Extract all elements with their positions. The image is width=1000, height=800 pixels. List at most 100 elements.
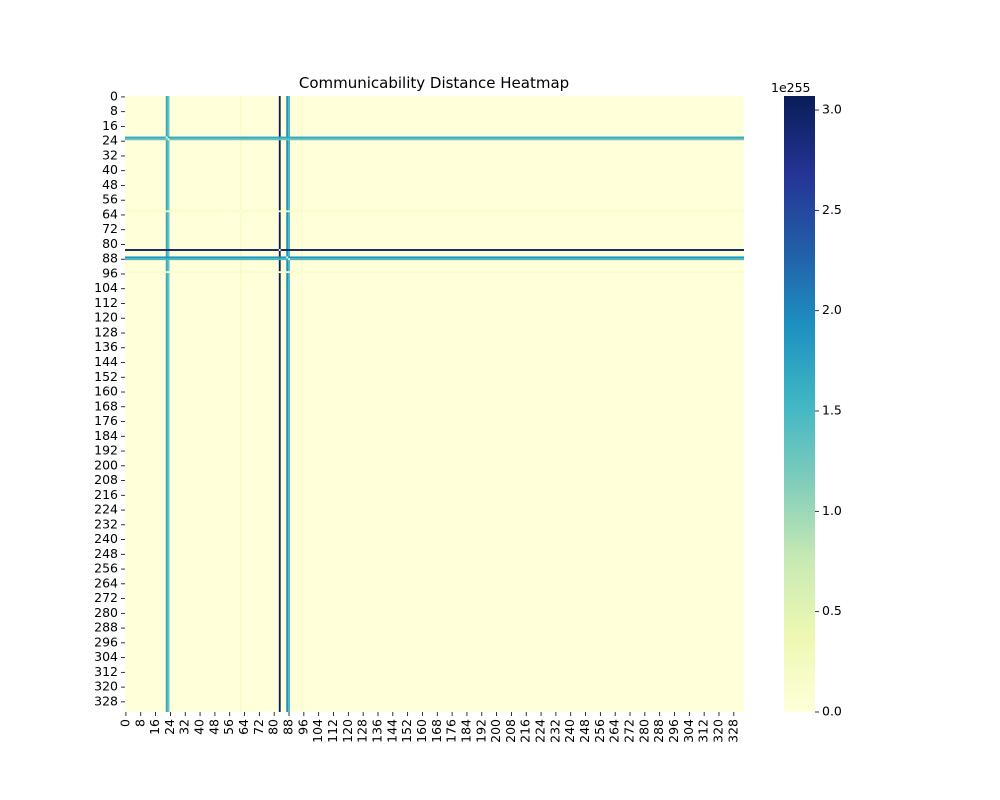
x-tick-label: 24 <box>162 719 177 735</box>
heatmap-diagonal-cell <box>278 249 281 251</box>
x-tick-label: 128 <box>355 719 370 743</box>
y-tick-label: 144 <box>94 354 118 369</box>
y-tick-label: 192 <box>94 443 118 458</box>
x-tick-label: 200 <box>488 719 503 743</box>
y-tick-label: 104 <box>94 280 118 295</box>
y-tick-label: 320 <box>94 679 118 694</box>
x-tick-label: 16 <box>147 719 162 735</box>
y-axis: 0816243240485664728088961041121201281361… <box>94 88 125 708</box>
y-tick-label: 184 <box>94 428 118 443</box>
y-tick-label: 80 <box>102 236 118 251</box>
y-tick-label: 72 <box>102 221 118 236</box>
x-tick-label: 96 <box>295 719 310 735</box>
y-tick-label: 312 <box>94 664 118 679</box>
heatmap-row-band <box>125 258 744 261</box>
y-tick-label: 272 <box>94 590 118 605</box>
x-tick-label: 64 <box>236 719 251 735</box>
y-tick-label: 16 <box>102 118 118 133</box>
x-tick-label: 288 <box>651 719 666 743</box>
heatmap-column-band <box>288 96 290 712</box>
y-tick-label: 328 <box>94 693 118 708</box>
y-tick-label: 152 <box>94 369 118 384</box>
colorbar-tick-label: 1.0 <box>822 503 842 518</box>
y-tick-label: 280 <box>94 605 118 620</box>
x-tick-label: 280 <box>636 719 651 743</box>
y-tick-label: 208 <box>94 472 118 487</box>
colorbar-tick-label: 2.5 <box>822 202 842 217</box>
x-tick-label: 72 <box>251 719 266 735</box>
x-tick-label: 224 <box>533 719 548 743</box>
y-tick-label: 264 <box>94 575 118 590</box>
heatmap-row-band <box>125 271 744 274</box>
y-tick-label: 8 <box>110 103 118 118</box>
heatmap-row-band <box>125 256 744 259</box>
colorbar-tick-label: 1.5 <box>822 403 842 418</box>
y-tick-label: 256 <box>94 561 118 576</box>
y-tick-label: 96 <box>102 265 118 280</box>
x-tick-label: 104 <box>310 719 325 743</box>
colorbar-tick-label: 0.0 <box>822 704 842 719</box>
heatmap-area <box>125 96 744 712</box>
y-tick-label: 296 <box>94 634 118 649</box>
colorbar-tick-label: 3.0 <box>822 102 842 117</box>
y-tick-label: 200 <box>94 457 118 472</box>
heatmap-column-band <box>167 96 170 712</box>
heatmap-diagonal-cell <box>286 256 289 259</box>
heatmap-row-band <box>125 138 744 141</box>
y-tick-label: 120 <box>94 310 118 325</box>
x-tick-label: 272 <box>622 719 637 743</box>
x-tick-label: 184 <box>458 719 473 743</box>
heatmap-diagonal-cell <box>165 136 168 139</box>
x-tick-label: 264 <box>607 719 622 743</box>
x-tick-label: 160 <box>414 719 429 743</box>
x-tick-label: 120 <box>340 719 355 743</box>
x-tick-label: 0 <box>117 719 132 727</box>
y-tick-label: 88 <box>102 251 118 266</box>
heatmap-diagonal-cell <box>239 210 242 213</box>
y-tick-label: 24 <box>102 133 118 148</box>
x-tick-label: 328 <box>725 719 740 743</box>
colorbar-exponent: 1e255 <box>771 80 811 95</box>
y-tick-label: 40 <box>102 162 118 177</box>
x-tick-label: 8 <box>132 719 147 727</box>
colorbar-tick-label: 2.0 <box>822 302 842 317</box>
chart-title: Communicability Distance Heatmap <box>299 74 569 92</box>
x-tick-label: 176 <box>444 719 459 743</box>
y-tick-label: 168 <box>94 398 118 413</box>
heatmap-column-band <box>286 96 289 712</box>
heatmap-column-band <box>301 96 303 712</box>
heatmap-diagonal-cell <box>301 271 303 274</box>
x-tick-label: 232 <box>547 719 562 743</box>
x-tick-label: 168 <box>429 719 444 743</box>
heatmap-column-band <box>165 96 168 712</box>
x-tick-label: 320 <box>710 719 725 743</box>
y-tick-label: 232 <box>94 516 118 531</box>
y-tick-label: 288 <box>94 620 118 635</box>
colorbar-gradient <box>784 96 815 712</box>
y-tick-label: 240 <box>94 531 118 546</box>
x-tick-label: 304 <box>681 719 696 743</box>
x-tick-label: 152 <box>399 719 414 743</box>
y-tick-label: 248 <box>94 546 118 561</box>
heatmap-column-band <box>278 96 281 712</box>
y-tick-label: 128 <box>94 324 118 339</box>
y-tick-label: 0 <box>110 88 118 103</box>
x-tick-label: 256 <box>592 719 607 743</box>
y-tick-label: 56 <box>102 192 118 207</box>
heatmap-diagonal-cell <box>288 258 290 261</box>
y-tick-label: 64 <box>102 206 118 221</box>
x-tick-label: 112 <box>325 719 340 743</box>
x-tick-label: 240 <box>562 719 577 743</box>
y-tick-label: 216 <box>94 487 118 502</box>
x-tick-label: 312 <box>696 719 711 743</box>
x-tick-label: 208 <box>503 719 518 743</box>
x-tick-label: 32 <box>177 719 192 735</box>
x-tick-label: 80 <box>266 719 281 735</box>
x-tick-label: 136 <box>369 719 384 743</box>
x-tick-label: 40 <box>192 719 207 735</box>
x-tick-label: 296 <box>666 719 681 743</box>
y-tick-label: 48 <box>102 177 118 192</box>
y-tick-label: 304 <box>94 649 118 664</box>
y-tick-label: 160 <box>94 384 118 399</box>
colorbar-tick-label: 0.5 <box>822 603 842 618</box>
